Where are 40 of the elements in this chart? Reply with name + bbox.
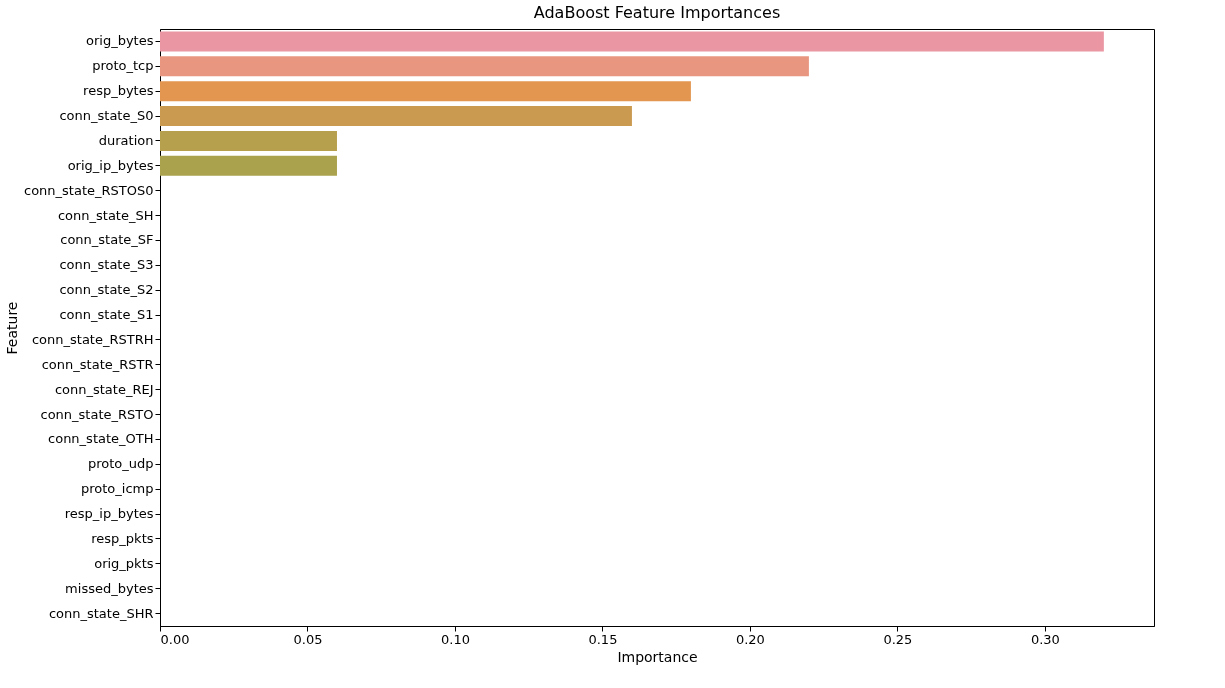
- y-tick-label: proto_icmp: [81, 481, 154, 497]
- bar: [160, 130, 337, 151]
- chart-title: AdaBoost Feature Importances: [533, 3, 781, 22]
- y-tick-label: conn_state_SHR: [48, 605, 154, 621]
- y-tick-label: conn_state_S2: [59, 282, 154, 298]
- x-tick-label: 0.05: [293, 631, 323, 647]
- y-tick-label: orig_ip_bytes: [67, 157, 154, 173]
- bar: [160, 56, 809, 77]
- y-tick-label: orig_pkts: [94, 555, 154, 571]
- x-tick-label: 0.20: [735, 631, 765, 647]
- y-tick-label: conn_state_REJ: [54, 381, 154, 397]
- y-tick-label: conn_state_SH: [57, 207, 154, 223]
- y-tick-label: conn_state_S1: [59, 307, 154, 323]
- y-tick-label: missed_bytes: [65, 580, 154, 596]
- x-tick-label: 0.25: [883, 631, 913, 647]
- x-tick-label: 0.10: [440, 631, 470, 647]
- y-tick-label: resp_pkts: [91, 530, 154, 546]
- y-tick-label: conn_state_RSTOS0: [24, 182, 154, 198]
- y-tick-label: resp_ip_bytes: [64, 506, 154, 522]
- y-tick-label: conn_state_RSTR: [41, 356, 154, 372]
- y-tick-label: conn_state_S0: [59, 108, 154, 124]
- y-tick-label: conn_state_SF: [60, 232, 154, 248]
- x-tick-label: 0.30: [1030, 631, 1060, 647]
- y-axis-title: Feature: [4, 301, 21, 355]
- bar: [160, 81, 691, 102]
- y-tick-label: duration: [98, 132, 154, 148]
- y-tick-label: proto_udp: [87, 456, 154, 472]
- y-tick-label: conn_state_OTH: [48, 431, 154, 447]
- y-tick-label: proto_tcp: [92, 58, 154, 74]
- y-tick-label: conn_state_S3: [59, 257, 154, 273]
- x-tick-label: 0.00: [160, 631, 190, 647]
- y-tick-label: conn_state_RSTO: [40, 406, 154, 422]
- x-tick-label: 0.15: [588, 631, 618, 647]
- bar: [160, 106, 632, 127]
- x-axis-title: Importance: [617, 648, 698, 665]
- y-tick-label: conn_state_RSTRH: [31, 331, 154, 347]
- y-tick-label: resp_bytes: [83, 83, 154, 99]
- bar: [160, 155, 337, 176]
- y-tick-label: orig_bytes: [86, 33, 154, 49]
- bar: [160, 31, 1104, 52]
